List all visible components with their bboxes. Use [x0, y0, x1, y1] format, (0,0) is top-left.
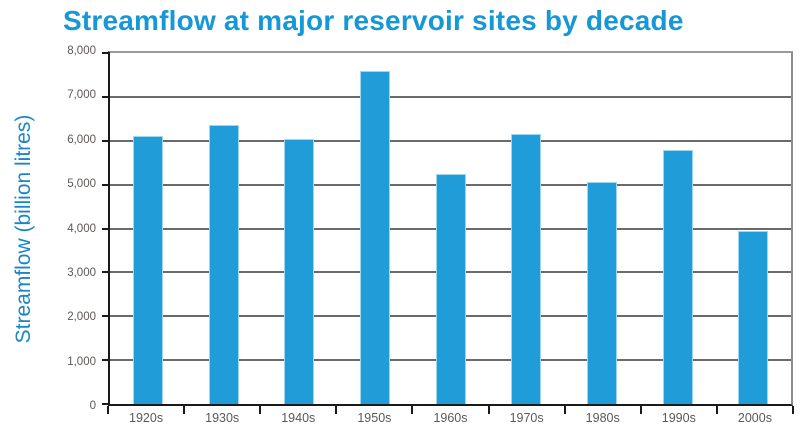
y-tick-label-1000: 1,000: [67, 355, 96, 368]
x-label-1970s: 1970s: [509, 411, 544, 425]
y-tick-label-3000: 3,000: [67, 266, 96, 279]
y-tick-label-6000: 6,000: [67, 133, 96, 146]
y-tick-7000: [102, 95, 110, 98]
x-tick-6: [563, 406, 566, 414]
bar-1960s: [435, 173, 466, 404]
y-tick-3000: [102, 271, 110, 274]
bar-1940s: [284, 138, 315, 404]
y-tick-label-2000: 2,000: [67, 311, 96, 324]
x-axis-labels: 1920s 1930s 1940s 1950s 1960s 1970s 1980s 1990s…: [108, 411, 793, 425]
x-tick-3: [335, 406, 338, 414]
x-tick-9: [792, 406, 794, 414]
bar-slot-2000s: [715, 53, 791, 404]
bars-container: [110, 53, 791, 404]
x-label-1990s: 1990s: [661, 411, 696, 425]
bar-slot-1970s: [488, 53, 564, 404]
gridline-7000: [110, 95, 791, 98]
bar-1990s: [662, 149, 693, 404]
x-tick-1: [183, 406, 186, 414]
chart-title: Streamflow at major reservoir sites by d…: [63, 5, 684, 36]
x-label-1940s: 1940s: [281, 411, 316, 425]
bar-slot-1960s: [413, 53, 489, 404]
y-tick-0: [102, 403, 110, 405]
y-axis-tick-labels: 0 1,000 2,000 3,000 4,000 5,000 6,000 7,000 8,00…: [0, 45, 96, 412]
y-tick-1000: [102, 359, 110, 362]
y-tick-5000: [102, 183, 110, 186]
bar-slot-1920s: [110, 53, 186, 404]
y-tick-label-0: 0: [89, 400, 96, 412]
y-tick-label-4000: 4,000: [67, 222, 96, 235]
y-tick-label-7000: 7,000: [67, 89, 96, 102]
y-tick-6000: [102, 139, 110, 142]
x-tick-7: [639, 406, 642, 414]
bar-slot-1950s: [337, 53, 413, 404]
bar-1920s: [132, 136, 163, 404]
x-label-2000s: 2000s: [737, 411, 772, 425]
bar-1930s: [208, 125, 239, 404]
bar-slot-1930s: [186, 53, 262, 404]
bar-1950s: [359, 70, 390, 404]
x-tick-2: [259, 406, 262, 414]
bar-slot-1940s: [261, 53, 337, 404]
x-tick-4: [411, 406, 414, 414]
y-tick-8000: [102, 52, 110, 54]
x-label-1920s: 1920s: [129, 411, 164, 425]
x-tick-0: [107, 406, 109, 414]
y-tick-label-5000: 5,000: [67, 178, 96, 191]
y-tick-4000: [102, 227, 110, 230]
bar-1970s: [511, 134, 542, 404]
x-tick-5: [487, 406, 490, 414]
x-label-1930s: 1930s: [205, 411, 240, 425]
x-label-1960s: 1960s: [433, 411, 468, 425]
bar-slot-1990s: [640, 53, 716, 404]
x-axis-ticks: [107, 406, 794, 414]
x-label-1980s: 1980s: [585, 411, 620, 425]
x-tick-8: [715, 406, 718, 414]
plot-area: [102, 51, 793, 406]
bar-slot-1980s: [564, 53, 640, 404]
bar-1980s: [586, 182, 617, 404]
bar-2000s: [738, 230, 769, 404]
x-label-1950s: 1950s: [357, 411, 392, 425]
y-tick-label-8000: 8,000: [67, 45, 96, 57]
y-tick-2000: [102, 315, 110, 318]
gridline-6000: [110, 139, 791, 142]
